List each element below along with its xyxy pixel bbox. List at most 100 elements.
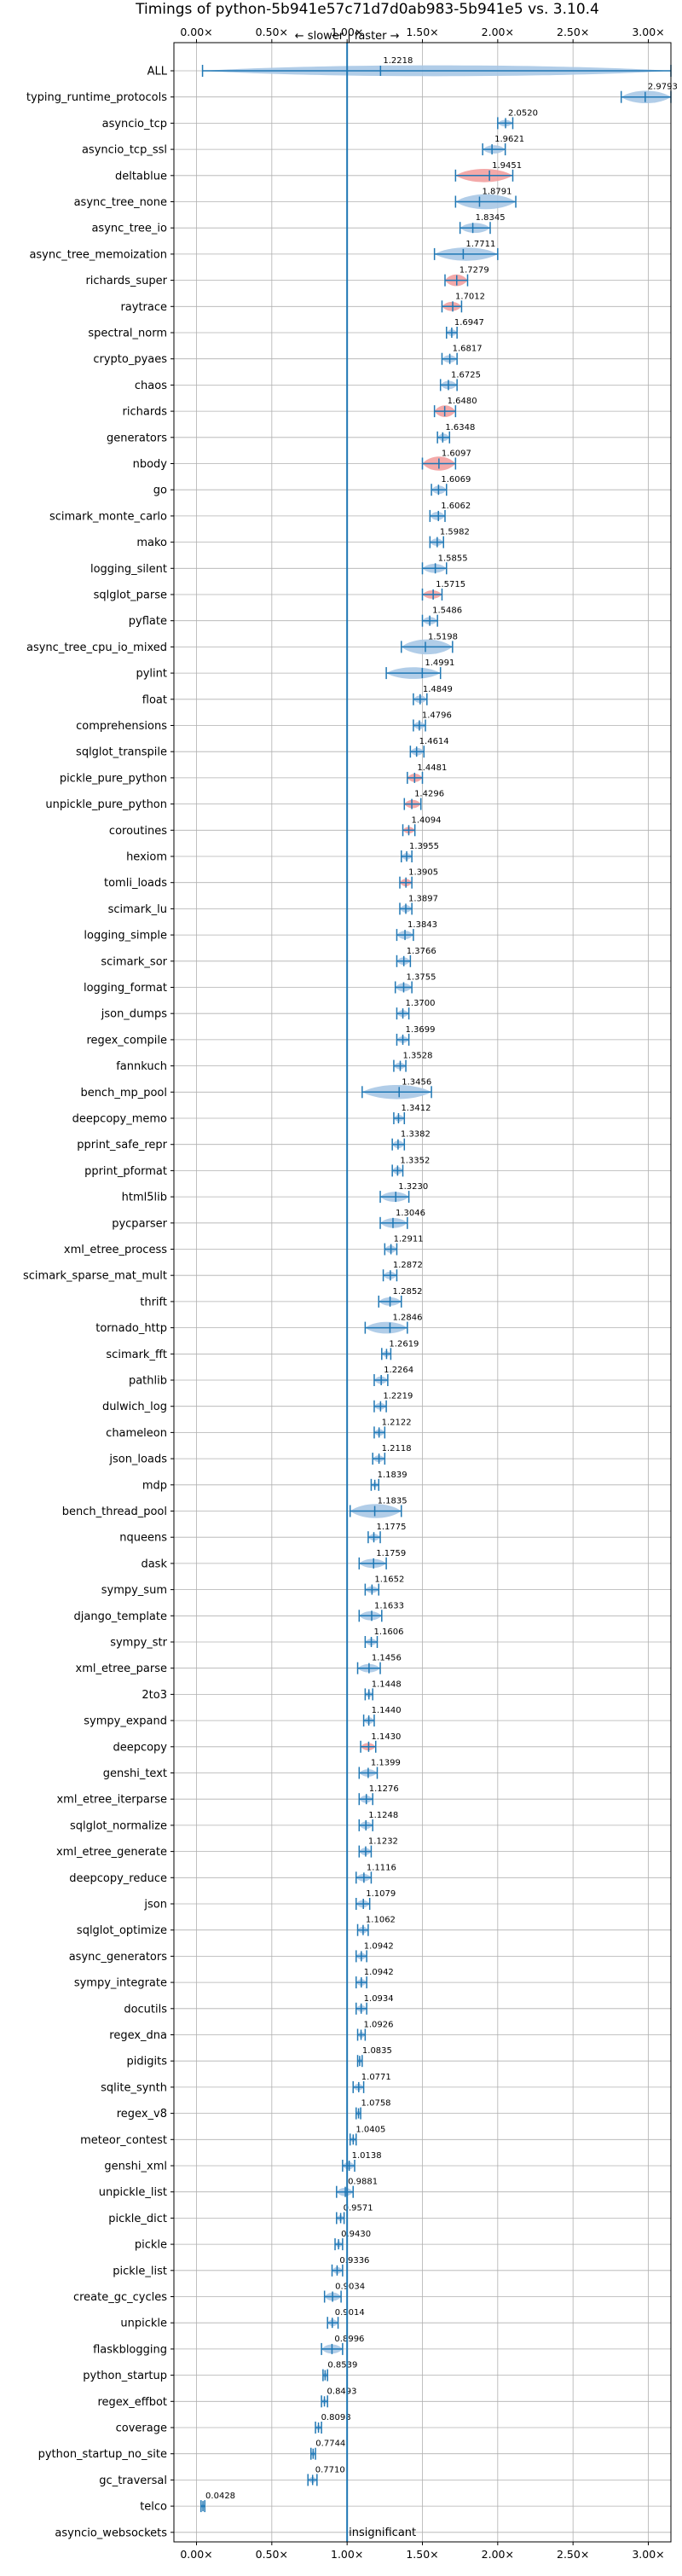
benchmark-label: ALL — [147, 66, 168, 78]
benchmark-label: dask — [141, 1558, 167, 1570]
benchmark-label: chameleon — [106, 1427, 167, 1440]
value-label: 0.7744 — [315, 2440, 345, 2449]
benchmark-label: coverage — [116, 2422, 167, 2435]
benchmark-label: thrift — [140, 1296, 167, 1308]
value-label: 1.6069 — [441, 475, 471, 484]
benchmark-label: sympy_sum — [101, 1584, 167, 1597]
value-labels: 1.2218 2.9793 2.0520 1.9621 1.9451 1.8791 1.83… — [205, 56, 678, 2501]
value-label: 2.0520 — [508, 108, 538, 118]
x-tick-label-bottom: 2.00× — [482, 2548, 514, 2561]
benchmark-label: richards_super — [85, 275, 167, 287]
benchmark-label: sqlglot_parse — [94, 589, 167, 602]
x-tick-label-bottom: 3.00× — [632, 2548, 664, 2561]
value-label: 1.3843 — [407, 920, 437, 930]
benchmark-label: docutils — [124, 2003, 167, 2016]
benchmark-label: async_tree_io — [91, 223, 167, 235]
benchmark-label: deepcopy — [113, 1741, 167, 1754]
benchmark-label: python_startup_no_site — [38, 2448, 167, 2461]
x-tick-label-bottom: 2.50× — [557, 2548, 589, 2561]
value-label: 1.1116 — [367, 1863, 396, 1872]
value-label: 0.9034 — [335, 2283, 365, 2292]
benchmark-label: genshi_xml — [104, 2161, 167, 2173]
benchmark-label: unpickle_pure_python — [45, 798, 167, 811]
value-label: 1.0926 — [364, 2021, 394, 2030]
value-label: 1.9451 — [492, 161, 522, 171]
value-label: 1.4991 — [425, 659, 454, 668]
benchmark-label: logging_format — [84, 982, 167, 995]
benchmark-label: pylint — [136, 668, 167, 681]
plot-frame — [173, 42, 672, 2543]
benchmark-label: raytrace — [120, 301, 167, 314]
value-label: 0.9881 — [348, 2178, 378, 2187]
benchmark-label: xml_etree_iterparse — [56, 1794, 167, 1807]
value-label: 1.1448 — [372, 1680, 402, 1689]
value-label: 1.1835 — [378, 1497, 407, 1506]
benchmark-label: json_dumps — [101, 1008, 167, 1021]
benchmark-label: regex_effbot — [97, 2396, 167, 2409]
value-label: 1.6348 — [445, 423, 475, 432]
value-label: 1.7279 — [459, 266, 489, 276]
value-label: 1.2264 — [384, 1366, 413, 1375]
benchmark-label: asyncio_websockets — [55, 2527, 167, 2539]
value-label: 1.3528 — [402, 1052, 432, 1061]
value-label: 1.5855 — [438, 554, 468, 563]
value-label: 2.9793 — [648, 83, 678, 92]
benchmark-label: genshi_text — [103, 1767, 167, 1780]
value-label: 1.3699 — [406, 1025, 436, 1035]
value-label: 1.2911 — [394, 1235, 424, 1244]
benchmark-label: xml_etree_generate — [56, 1846, 167, 1859]
benchmark-label: fannkuch — [116, 1060, 167, 1073]
x-tick-label-top: 1.50× — [406, 26, 438, 38]
benchmark-label: regex_v8 — [117, 2108, 167, 2121]
value-label: 1.3955 — [409, 842, 439, 851]
value-label: 1.1759 — [376, 1549, 406, 1558]
x-tick-label-top: 1.00× — [331, 26, 363, 38]
benchmark-label: html5lib — [122, 1192, 167, 1204]
value-label: 1.4481 — [417, 763, 447, 773]
value-label: 1.2852 — [393, 1287, 423, 1297]
benchmark-label: sqlglot_transpile — [76, 746, 167, 759]
value-label: 1.4296 — [414, 790, 444, 799]
benchmark-label: deepcopy_reduce — [69, 1872, 167, 1885]
value-label: 1.3755 — [407, 973, 436, 983]
benchmark-label: chaos — [135, 380, 167, 392]
benchmark-label: flaskblogging — [93, 2343, 167, 2356]
benchmark-label: sqlite_synth — [101, 2081, 167, 2094]
benchmark-label: sympy_str — [110, 1637, 167, 1650]
benchmark-label: pprint_safe_repr — [77, 1139, 167, 1152]
x-tick-label-top: 0.00× — [180, 26, 212, 38]
value-label: 1.6817 — [453, 345, 483, 354]
value-label: 1.5198 — [428, 632, 458, 641]
value-label: 1.2619 — [389, 1339, 419, 1349]
value-label: 0.8996 — [334, 2335, 364, 2344]
benchmark-label: pickle_list — [113, 2265, 167, 2277]
value-label: 1.3352 — [400, 1156, 430, 1165]
value-label: 1.4796 — [422, 711, 452, 721]
benchmark-label: sympy_integrate — [74, 1977, 167, 1990]
benchmark-label: scimark_lu — [108, 903, 167, 916]
x-tick-label-bottom: 1.50× — [406, 2548, 438, 2561]
value-label: 1.4614 — [419, 737, 449, 746]
value-label: 1.1079 — [366, 1889, 396, 1899]
benchmark-label: logging_silent — [90, 563, 167, 576]
benchmark-label: scimark_monte_carlo — [49, 510, 167, 523]
benchmark-label: create_gc_cycles — [73, 2291, 167, 2304]
value-label: 1.8791 — [482, 188, 512, 197]
value-label: 1.1456 — [372, 1654, 402, 1663]
value-label: 1.1430 — [371, 1732, 401, 1742]
benchmark-label: pycparser — [112, 1217, 167, 1230]
benchmark-label: generators — [107, 432, 167, 444]
benchmark-label: coroutines — [109, 825, 167, 838]
value-label: 0.8098 — [321, 2413, 351, 2422]
x-axis-bottom: 0.00× 0.50× 1.00× 1.50× 2.00× 2.50× 3.00× — [180, 2542, 665, 2561]
violins — [200, 65, 672, 2513]
benchmark-label: unpickle_list — [99, 2186, 167, 2199]
benchmark-label: meteor_contest — [80, 2134, 167, 2147]
value-label: 1.1652 — [374, 1575, 404, 1585]
benchmark-label: pickle_dict — [108, 2213, 167, 2225]
value-label: 0.9571 — [344, 2203, 373, 2213]
value-label: 0.8539 — [327, 2361, 357, 2370]
value-label: 1.4094 — [411, 815, 441, 825]
value-label: 1.0934 — [364, 1994, 394, 2004]
value-label: 1.4849 — [423, 685, 453, 694]
